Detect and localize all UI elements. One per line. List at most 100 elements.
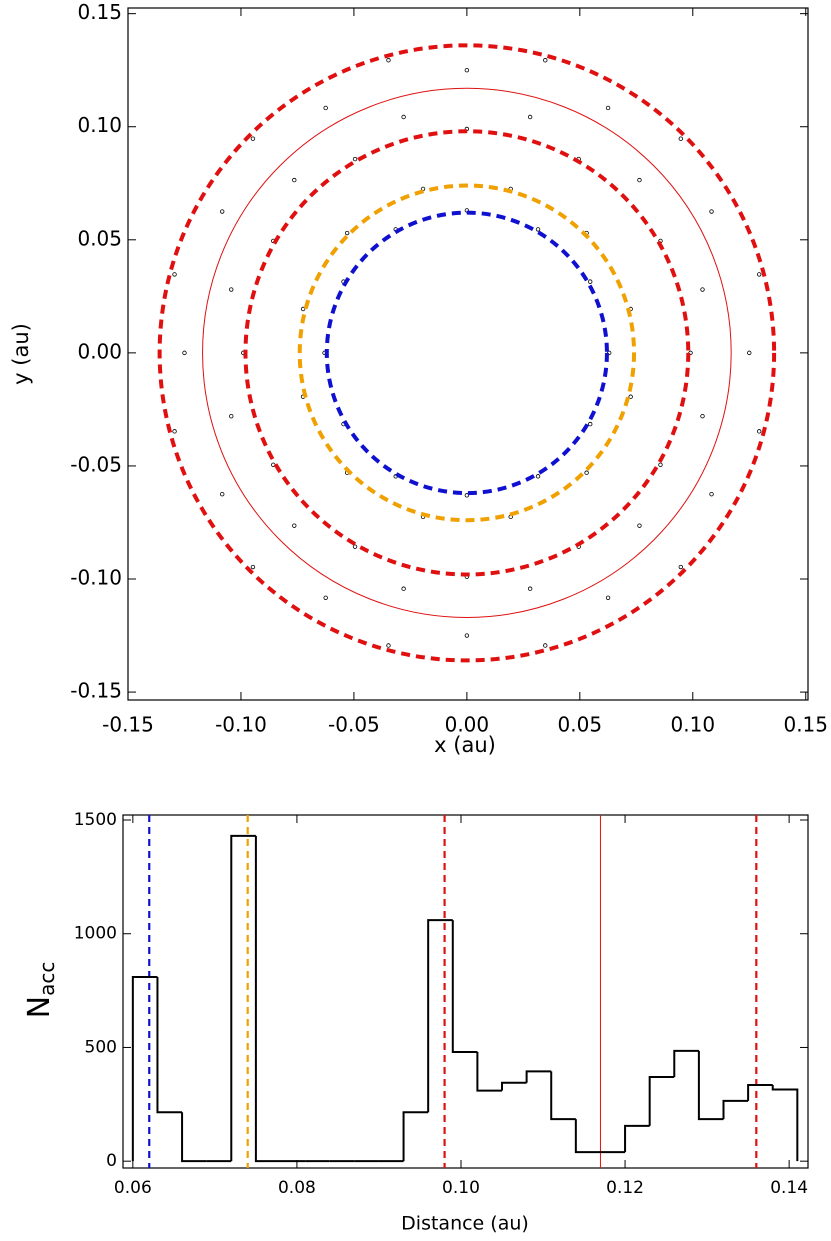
point [535, 227, 541, 232]
point [344, 230, 350, 236]
point [292, 523, 297, 528]
point [709, 209, 714, 214]
y-tick-label: 1500 [74, 810, 117, 830]
plot-frame [122, 814, 809, 1169]
y-tick-label: -0.05 [70, 452, 122, 476]
histogram-bin [254, 835, 281, 1163]
histogram-bin [476, 1052, 503, 1092]
y-label-sub: acc [35, 962, 59, 996]
histogram-bin [673, 1049, 699, 1078]
point [352, 156, 358, 162]
reference-circle [324, 210, 609, 496]
point [386, 643, 391, 648]
point [605, 595, 611, 600]
point [757, 429, 762, 434]
point [464, 633, 470, 638]
reference-circle [157, 43, 777, 663]
histogram-bin [747, 1083, 773, 1101]
point [464, 493, 470, 498]
histogram-bin [697, 1050, 724, 1121]
point [229, 287, 234, 292]
x-tick-label: -0.05 [328, 713, 380, 737]
x-tick-label: 0.12 [606, 1178, 644, 1198]
histogram-bin [131, 975, 158, 1162]
point [182, 350, 187, 356]
histogram-bin [648, 1076, 675, 1126]
reference-circle [297, 183, 637, 523]
x-tick-label: 0.10 [442, 1178, 480, 1198]
histogram-bin [156, 976, 183, 1114]
point [658, 462, 663, 468]
y-tick-label: 0 [106, 1151, 117, 1171]
y-tick-label: 0.10 [77, 113, 122, 137]
x-tick-label: 0.15 [783, 713, 828, 737]
point [464, 67, 470, 73]
histogram-bin [451, 920, 478, 1053]
histogram-bin [550, 1071, 576, 1121]
reference-circle [243, 129, 691, 577]
point [172, 429, 177, 434]
point [757, 272, 762, 277]
point [678, 564, 684, 570]
point [292, 177, 297, 183]
y-label-main: N [22, 996, 57, 1018]
point [588, 279, 593, 284]
point [605, 105, 611, 111]
y-tick-label: 0.05 [77, 226, 122, 250]
histogram-bin [525, 1070, 552, 1083]
y-tick-label: -0.10 [70, 566, 122, 590]
point [386, 58, 391, 63]
point [527, 586, 533, 591]
point [588, 421, 593, 427]
point [535, 474, 541, 479]
y-tick-label: 0.00 [77, 339, 122, 363]
point [584, 470, 589, 475]
y-tick-label: 0.15 [77, 0, 122, 24]
x-tick-label: -0.15 [102, 713, 154, 737]
point [300, 306, 306, 312]
point [250, 136, 256, 141]
point [250, 564, 256, 570]
y-tick-label: 500 [85, 1037, 117, 1057]
point [709, 492, 714, 497]
point [678, 136, 684, 141]
x-tick-label: 0.14 [770, 1178, 808, 1198]
histogram-bin [624, 1124, 650, 1153]
point [352, 544, 358, 549]
y-tick-label: -0.15 [70, 679, 122, 703]
point [700, 287, 705, 292]
x-tick-label: 0.08 [278, 1178, 316, 1198]
histogram-bin [230, 834, 256, 1162]
histogram-bin [722, 1099, 749, 1120]
point [401, 114, 406, 120]
histogram-bin [574, 1119, 601, 1154]
reference-circle [202, 87, 732, 618]
histogram-bin [427, 919, 453, 1113]
y-tick-label: 1000 [74, 924, 117, 944]
x-tick-label: 0.10 [671, 713, 716, 737]
x-tick-label: 0.05 [558, 713, 603, 737]
y-axis-label: y (au) [9, 323, 33, 385]
point [401, 586, 406, 591]
point [637, 177, 642, 183]
x-tick-label: 0.00 [445, 713, 490, 737]
point [543, 58, 548, 63]
point [229, 413, 234, 419]
point [323, 105, 328, 111]
histogram-bin [501, 1081, 527, 1091]
x-tick-label: 0.06 [114, 1178, 152, 1198]
point [688, 350, 693, 356]
x-tick-label: -0.10 [215, 713, 267, 737]
point [527, 114, 533, 120]
y-axis-label: Nacc [22, 962, 59, 1019]
point [220, 492, 225, 497]
point [172, 272, 177, 277]
point [220, 209, 225, 214]
histogram-bin [402, 1111, 429, 1162]
histogram-bin [771, 1084, 799, 1162]
point [637, 523, 642, 528]
x-axis-label: Distance (au) [401, 1213, 529, 1235]
point [628, 394, 633, 399]
x-axis-label: x (au) [434, 733, 496, 757]
